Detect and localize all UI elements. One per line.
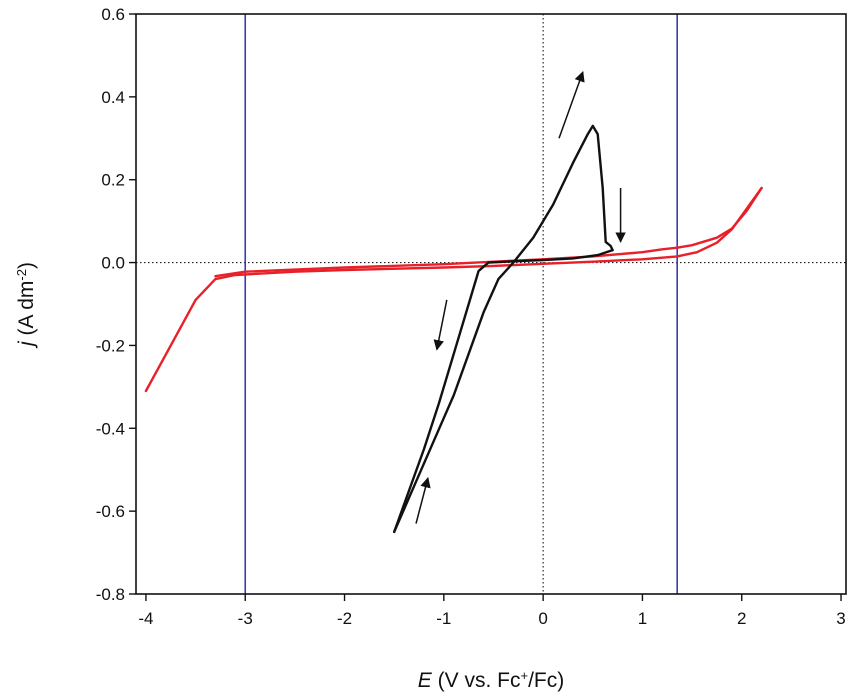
series-line-1 — [214, 186, 763, 278]
y-tick-label: 0.4 — [101, 88, 125, 107]
x-tick-label: 0 — [538, 609, 547, 628]
reference-lines — [136, 14, 846, 594]
x-tick-label: -4 — [138, 609, 153, 628]
y-tick-label: 0.2 — [101, 171, 125, 190]
x-tick-label: 3 — [836, 609, 845, 628]
series-line-0 — [144, 186, 763, 393]
y-tick-label: -0.6 — [96, 502, 125, 521]
x-tick-label: 1 — [638, 609, 647, 628]
series-line-2 — [393, 124, 614, 534]
direction-arrow-3 — [415, 476, 431, 524]
series-line-3 — [393, 248, 614, 534]
x-tick-label: -1 — [436, 609, 451, 628]
series-layer — [144, 124, 763, 534]
y-tick-label: 0.0 — [101, 254, 125, 273]
direction-arrow-0 — [558, 71, 585, 139]
x-axis-title: E (V vs. Fc+/Fc) — [418, 668, 564, 693]
x-tick-label: 2 — [737, 609, 746, 628]
x-tick-label: -3 — [238, 609, 253, 628]
direction-arrow-2 — [433, 299, 448, 351]
y-tick-label: -0.2 — [96, 336, 125, 355]
plot-frame — [135, 13, 847, 595]
y-tick-label: -0.4 — [96, 419, 125, 438]
y-tick-label: -0.8 — [96, 585, 125, 604]
x-tick-label: -2 — [337, 609, 352, 628]
y-tick-label: 0.6 — [101, 5, 125, 24]
y-axis: -0.8 -0.6 -0.4 -0.2 0.0 0.2 0.4 0.6 — [96, 5, 136, 604]
x-axis: -4 -3 -2 -1 0 1 2 3 — [138, 594, 846, 628]
y-axis-title: j (A dm-2) — [14, 262, 39, 349]
direction-arrows — [415, 71, 626, 524]
